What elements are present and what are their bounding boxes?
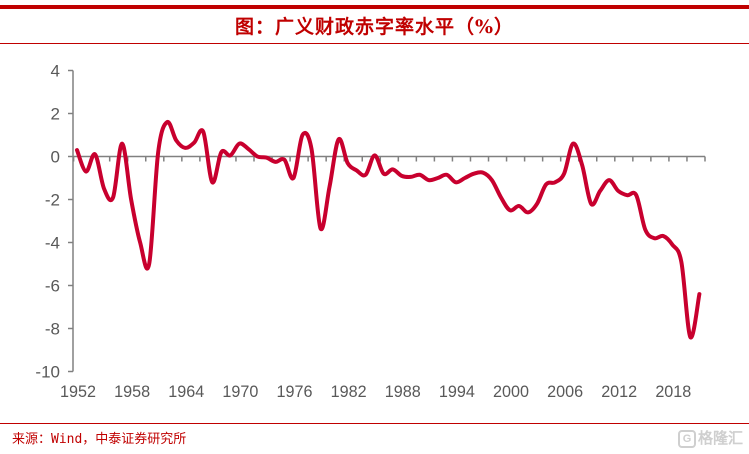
x-tick-label: 1964 [168,382,204,401]
x-tick-label: 2018 [655,382,691,401]
y-tick-label: 0 [51,148,60,167]
y-tick-label: 2 [51,105,60,124]
y-tick-label: -10 [35,363,60,382]
y-tick-label: -8 [45,320,60,339]
title-divider [0,43,749,44]
x-tick-label: 1958 [114,382,150,401]
y-tick-label: -6 [45,277,60,296]
x-tick-label: 1952 [60,382,96,401]
series-line [75,120,702,340]
x-tick-label: 2000 [493,382,529,401]
top-accent-bar [0,5,749,9]
y-tick-label: -4 [45,234,60,253]
footer-divider [0,423,749,424]
y-tick-label: 4 [51,62,60,81]
x-tick-label: 1982 [331,382,367,401]
watermark: G 格隆汇 [677,428,743,450]
x-tick-label: 2012 [601,382,637,401]
y-tick-label: -2 [45,191,60,210]
y-axis: 4 2 0 -2 -4 -6 -8 -10 [35,62,74,382]
chart-title: 图：广义财政赤字率水平（%） [234,16,515,38]
watermark-logo-icon: G [677,430,696,449]
source-note: 来源：Wind，中泰证券研究所 [12,432,187,447]
series-layer [75,120,702,340]
x-tick-label: 2006 [547,382,583,401]
x-tick-label: 1976 [276,382,312,401]
x-tick-label: 1988 [385,382,421,401]
x-tick-label: 1994 [439,382,475,401]
watermark-text: 格隆汇 [697,430,743,447]
x-tick-label: 1970 [222,382,258,401]
x-axis: 1952 1958 1964 1970 1976 1982 1988 1994 2000 2006… [60,155,706,401]
